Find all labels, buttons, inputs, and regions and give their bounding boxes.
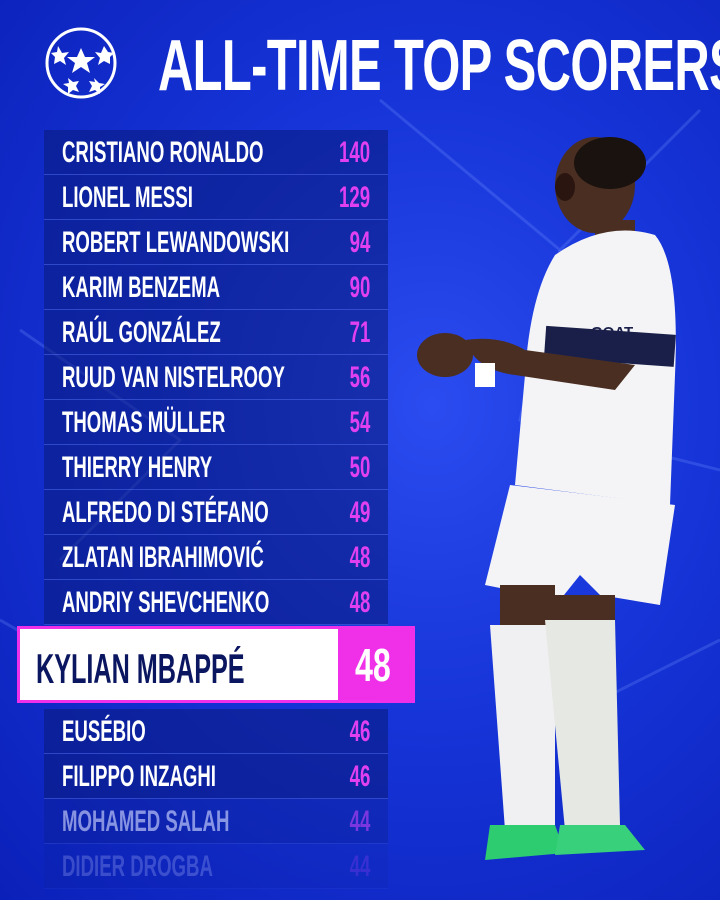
player-celebrating-image: GOAT bbox=[417, 137, 676, 860]
goals: 56 bbox=[349, 361, 370, 394]
goals: 50 bbox=[349, 451, 370, 484]
player-name: CRISTIANO RONALDO bbox=[62, 136, 264, 169]
player-name: DIDIER DROGBA bbox=[62, 850, 213, 883]
page-title: ALL-TIME TOP SCORERS bbox=[158, 26, 720, 106]
scorer-row: ROBERT LEWANDOWSKI 94 bbox=[44, 220, 388, 265]
scorer-row: THIERRY HENRY 50 bbox=[44, 445, 388, 490]
player-name: THOMAS MÜLLER bbox=[62, 406, 226, 439]
player-name: RAÚL GONZÁLEZ bbox=[62, 316, 221, 349]
shirt-sponsor: GOAT bbox=[591, 324, 633, 341]
scorer-row: CRISTIANO RONALDO 140 bbox=[44, 130, 388, 175]
highlight-goals: 48 bbox=[355, 639, 391, 691]
goals: 46 bbox=[349, 715, 370, 748]
scorer-row: ALFREDO DI STÉFANO 49 bbox=[44, 490, 388, 535]
goals: 44 bbox=[349, 805, 370, 838]
scorer-row: FILIPPO INZAGHI 46 bbox=[44, 754, 388, 799]
player-name: THIERRY HENRY bbox=[62, 451, 213, 484]
goals: 48 bbox=[349, 541, 370, 574]
goals: 49 bbox=[349, 496, 370, 529]
scorer-row: KARIM BENZEMA 90 bbox=[44, 265, 388, 310]
scorer-row: MOHAMED SALAH 44 bbox=[44, 799, 388, 844]
goals: 44 bbox=[349, 850, 370, 883]
scorer-row: EUSÉBIO 46 bbox=[44, 709, 388, 754]
scorer-row: DIDIER DROGBA 44 bbox=[44, 844, 388, 889]
goals: 129 bbox=[338, 181, 370, 214]
goals: 90 bbox=[349, 271, 370, 304]
goals: 94 bbox=[349, 226, 370, 259]
player-name: ROBERT LEWANDOWSKI bbox=[62, 226, 290, 259]
scorer-row: LIONEL MESSI 129 bbox=[44, 175, 388, 220]
player-name: ALFREDO DI STÉFANO bbox=[62, 496, 269, 529]
goals: 140 bbox=[338, 136, 370, 169]
goals: 54 bbox=[349, 406, 370, 439]
player-name: ZLATAN IBRAHIMOVIĆ bbox=[62, 541, 264, 574]
scorer-row: RAÚL GONZÁLEZ 71 bbox=[44, 310, 388, 355]
scorers-table-lower: EUSÉBIO 46 FILIPPO INZAGHI 46 MOHAMED SALA… bbox=[44, 709, 388, 889]
highlight-player-name: KYLIAN MBAPPÉ bbox=[36, 645, 245, 692]
highlighted-scorer-row: KYLIAN MBAPPÉ 48 bbox=[17, 626, 415, 703]
player-name: EUSÉBIO bbox=[62, 715, 146, 748]
player-name: KARIM BENZEMA bbox=[62, 271, 221, 304]
scorer-row: THOMAS MÜLLER 54 bbox=[44, 400, 388, 445]
player-name: FILIPPO INZAGHI bbox=[62, 760, 216, 793]
scorer-row: ZLATAN IBRAHIMOVIĆ 48 bbox=[44, 535, 388, 580]
goals: 48 bbox=[349, 586, 370, 619]
champions-league-logo-icon bbox=[45, 27, 117, 99]
goals: 46 bbox=[349, 760, 370, 793]
scorers-table: CRISTIANO RONALDO 140 LIONEL MESSI 129 ROB… bbox=[44, 130, 388, 625]
player-name: RUUD VAN NISTELROOY bbox=[62, 361, 285, 394]
highlight-name-box: KYLIAN MBAPPÉ bbox=[17, 626, 341, 703]
player-name: LIONEL MESSI bbox=[62, 181, 193, 214]
highlight-goals-box: 48 bbox=[341, 626, 415, 703]
player-name: MOHAMED SALAH bbox=[62, 805, 230, 838]
scorer-row: RUUD VAN NISTELROOY 56 bbox=[44, 355, 388, 400]
player-name: ANDRIY SHEVCHENKO bbox=[62, 586, 270, 619]
scorer-row: ANDRIY SHEVCHENKO 48 bbox=[44, 580, 388, 625]
goals: 71 bbox=[349, 316, 370, 349]
